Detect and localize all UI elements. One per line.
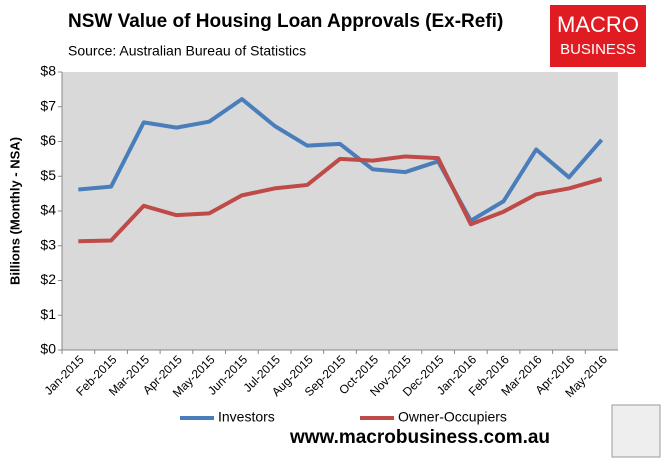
y-tick-label: $3 [40, 236, 56, 252]
y-tick-label: $5 [40, 167, 56, 183]
chart-title: NSW Value of Housing Loan Approvals (Ex-… [68, 11, 503, 32]
y-tick-label: $4 [40, 202, 56, 218]
logo-box [550, 5, 646, 67]
logo-text: MACRO [557, 12, 639, 37]
plot-area [62, 72, 618, 350]
y-tick-label: $1 [40, 306, 56, 322]
y-tick-label: $0 [40, 341, 56, 357]
logo-image [611, 404, 661, 458]
series-line [78, 97, 604, 223]
chart-subtitle: Source: Australian Bureau of Statistics [68, 43, 306, 59]
y-tick-label: $7 [40, 97, 56, 113]
legend-label: Owner-Occupiers [398, 409, 507, 425]
legend-label: Investors [218, 409, 275, 425]
series-line [78, 154, 603, 244]
y-tick-label: $2 [40, 271, 56, 287]
logo-text: BUSINESS [560, 41, 636, 58]
y-tick-label: $6 [40, 132, 56, 148]
y-axis-label: Billions (Monthly - NSA) [7, 137, 22, 285]
footer: www.macrobusiness.com.au [289, 427, 550, 448]
y-tick-label: $8 [40, 63, 56, 79]
